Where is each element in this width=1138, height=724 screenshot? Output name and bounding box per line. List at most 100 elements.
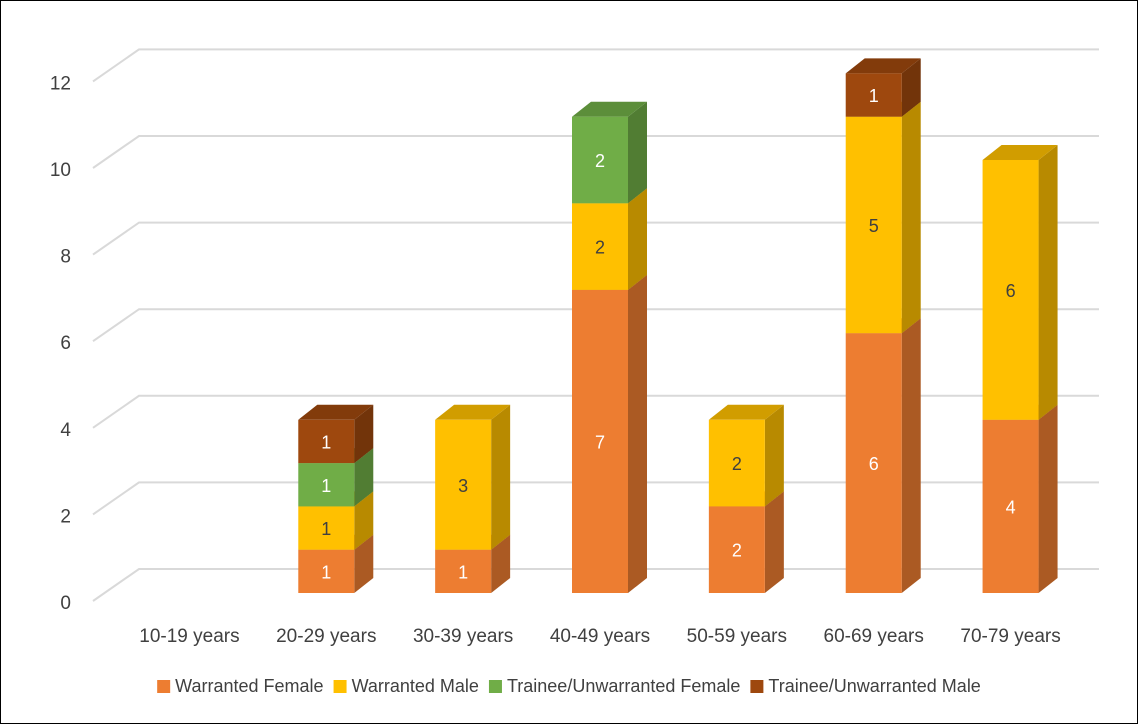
data-label: 3 [458,476,468,496]
data-label: 2 [732,454,742,474]
bar-front-face [572,116,628,204]
data-label: 1 [321,432,331,452]
bar-side-face [491,534,511,593]
legend-swatch [333,680,347,693]
data-label: 5 [869,216,879,236]
bar-front-face [708,506,765,593]
bar-side-face [354,404,374,464]
bar-side-face [764,491,784,593]
bar-front-face [572,203,628,290]
bar-front-face [845,333,902,593]
bar-segment: 1 [845,58,921,117]
bar-segment: 6 [845,318,921,593]
y-tick-label: 2 [60,506,71,527]
bar-segment: 2 [708,491,784,593]
y-tick-label: 12 [50,73,71,94]
bar-side-face [628,274,647,593]
data-label: 2 [732,541,742,561]
data-label: 1 [321,562,331,582]
x-tick-label: 50-59 years [687,626,787,647]
legend-label: Warranted Female [175,676,323,696]
bar-segment: 6 [982,145,1058,420]
y-tick-label: 10 [50,160,71,181]
bar-front-face [298,463,355,507]
legend-item: Warranted Female [157,676,324,696]
data-label: 2 [595,151,605,171]
legend-item: Trainee/Unwarranted Female [488,676,740,696]
data-label: 4 [1006,497,1016,517]
data-label: 1 [321,476,331,496]
bar-top-face [982,145,1058,160]
data-label: 1 [458,562,468,582]
gridline [92,48,1099,83]
legend-label: Warranted Male [352,676,479,696]
data-label: 7 [595,432,605,452]
gridline [92,221,1099,256]
bar-segment: 7 [572,274,647,593]
bar-segment: 2 [572,188,647,290]
bar-segment: 5 [845,101,921,334]
legend-item: Warranted Male [333,676,479,696]
bar-front-face [298,506,355,550]
data-label: 6 [1006,281,1016,301]
bar-segment: 2 [708,404,784,507]
legend: Warranted Female Warranted Male Trainee/Un… [157,676,981,696]
legend-label: Trainee/Unwarranted Male [768,676,980,696]
bar-top-face [298,404,374,420]
bar-front-face [982,419,1039,593]
y-tick-label: 4 [60,420,71,441]
bar-side-face [628,101,647,204]
bar-side-face [901,318,921,593]
bar-top-face [845,58,921,74]
bar-front-face [845,73,902,117]
x-tick-label: 30-39 years [413,626,513,647]
legend-swatch [750,680,764,693]
bar-side-face [354,491,374,550]
bar-front-face [435,549,492,593]
y-axis-ticks: 0 2 4 6 8 10 12 [50,73,72,614]
x-tick-label: 70-79 years [960,626,1060,647]
legend-item: Trainee/Unwarranted Male [750,676,981,696]
data-label: 6 [869,454,879,474]
bar-stacks: 1 1 1 1 1 3 7 2 2 2 2 6 5 1 4 6 [298,58,1058,593]
bar-front-face [298,419,355,464]
bar-side-face [1038,404,1058,593]
bar-side-face [354,448,374,507]
bar-front-face [845,116,902,334]
data-label: 1 [321,519,331,539]
bar-segment: 4 [982,404,1058,593]
gridline [92,394,1099,429]
legend-swatch [157,680,171,693]
legend-swatch [488,680,502,693]
gridline [92,308,1099,343]
bar-side-face [1038,145,1058,420]
bar-top-face [435,404,511,420]
bar-front-face [982,160,1039,420]
bar-side-face [901,101,921,334]
y-tick-label: 0 [60,593,71,614]
bar-segment: 1 [298,404,374,464]
y-tick-label: 8 [60,247,71,268]
data-label: 1 [869,86,879,106]
bar-side-face [628,188,647,290]
bar-segment: 2 [572,101,647,204]
gridline [92,135,1099,169]
bar-side-face [901,58,921,117]
x-axis-ticks: 10-19 years 20-29 years 30-39 years 40-49 y… [139,626,1060,647]
legend-label: Trainee/Unwarranted Female [507,676,740,696]
bar-front-face [435,419,492,550]
x-tick-label: 20-29 years [276,626,376,647]
bar-top-face [708,404,784,420]
bar-top-face [572,101,647,117]
x-tick-label: 40-49 years [550,626,650,647]
x-tick-label: 60-69 years [824,626,924,647]
bar-front-face [298,549,355,593]
data-label: 2 [595,238,605,258]
bar-front-face [708,419,765,507]
bar-side-face [764,404,784,507]
gridlines [92,48,1099,602]
bar-front-face [572,289,628,593]
x-tick-label: 10-19 years [139,626,239,647]
